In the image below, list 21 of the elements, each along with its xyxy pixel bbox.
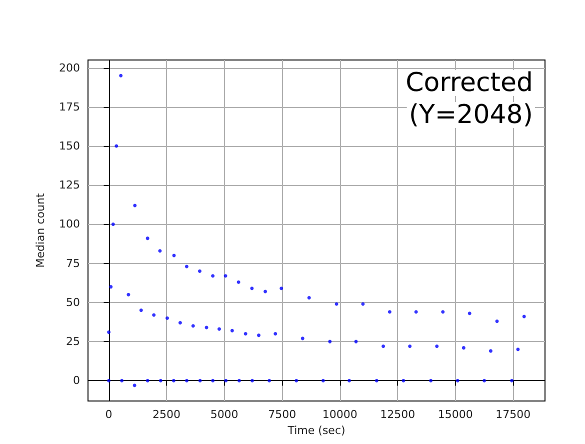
x-tick-label: 17500	[496, 408, 531, 421]
x-axis-title: Time (sec)	[286, 424, 346, 437]
x-tick-label: 5000	[210, 408, 238, 421]
annotation: (Y=2048)	[408, 100, 533, 130]
y-tick-label: 75	[66, 256, 80, 270]
x-tick-label: 7500	[268, 408, 296, 421]
x-tick-label: 15000	[438, 408, 473, 421]
x-tick-label: 0	[105, 408, 112, 421]
y-tick-label: 50	[66, 296, 80, 309]
y-tick-label: 150	[59, 140, 80, 153]
y-tick-label: 200	[59, 61, 80, 74]
x-tick-label: 2500	[152, 408, 181, 421]
y-tick-label: 125	[59, 178, 80, 192]
y-tick-label: 25	[66, 335, 80, 348]
annotation: Corrected	[406, 68, 533, 98]
y-tick-label: 100	[59, 218, 80, 231]
x-tick-label: 10000	[322, 408, 358, 421]
y-tick-label: 175	[59, 100, 80, 114]
y-axis-title: Median count	[34, 192, 47, 268]
y-tick-label: 0	[73, 374, 80, 388]
x-tick-label: 12500	[380, 408, 416, 421]
